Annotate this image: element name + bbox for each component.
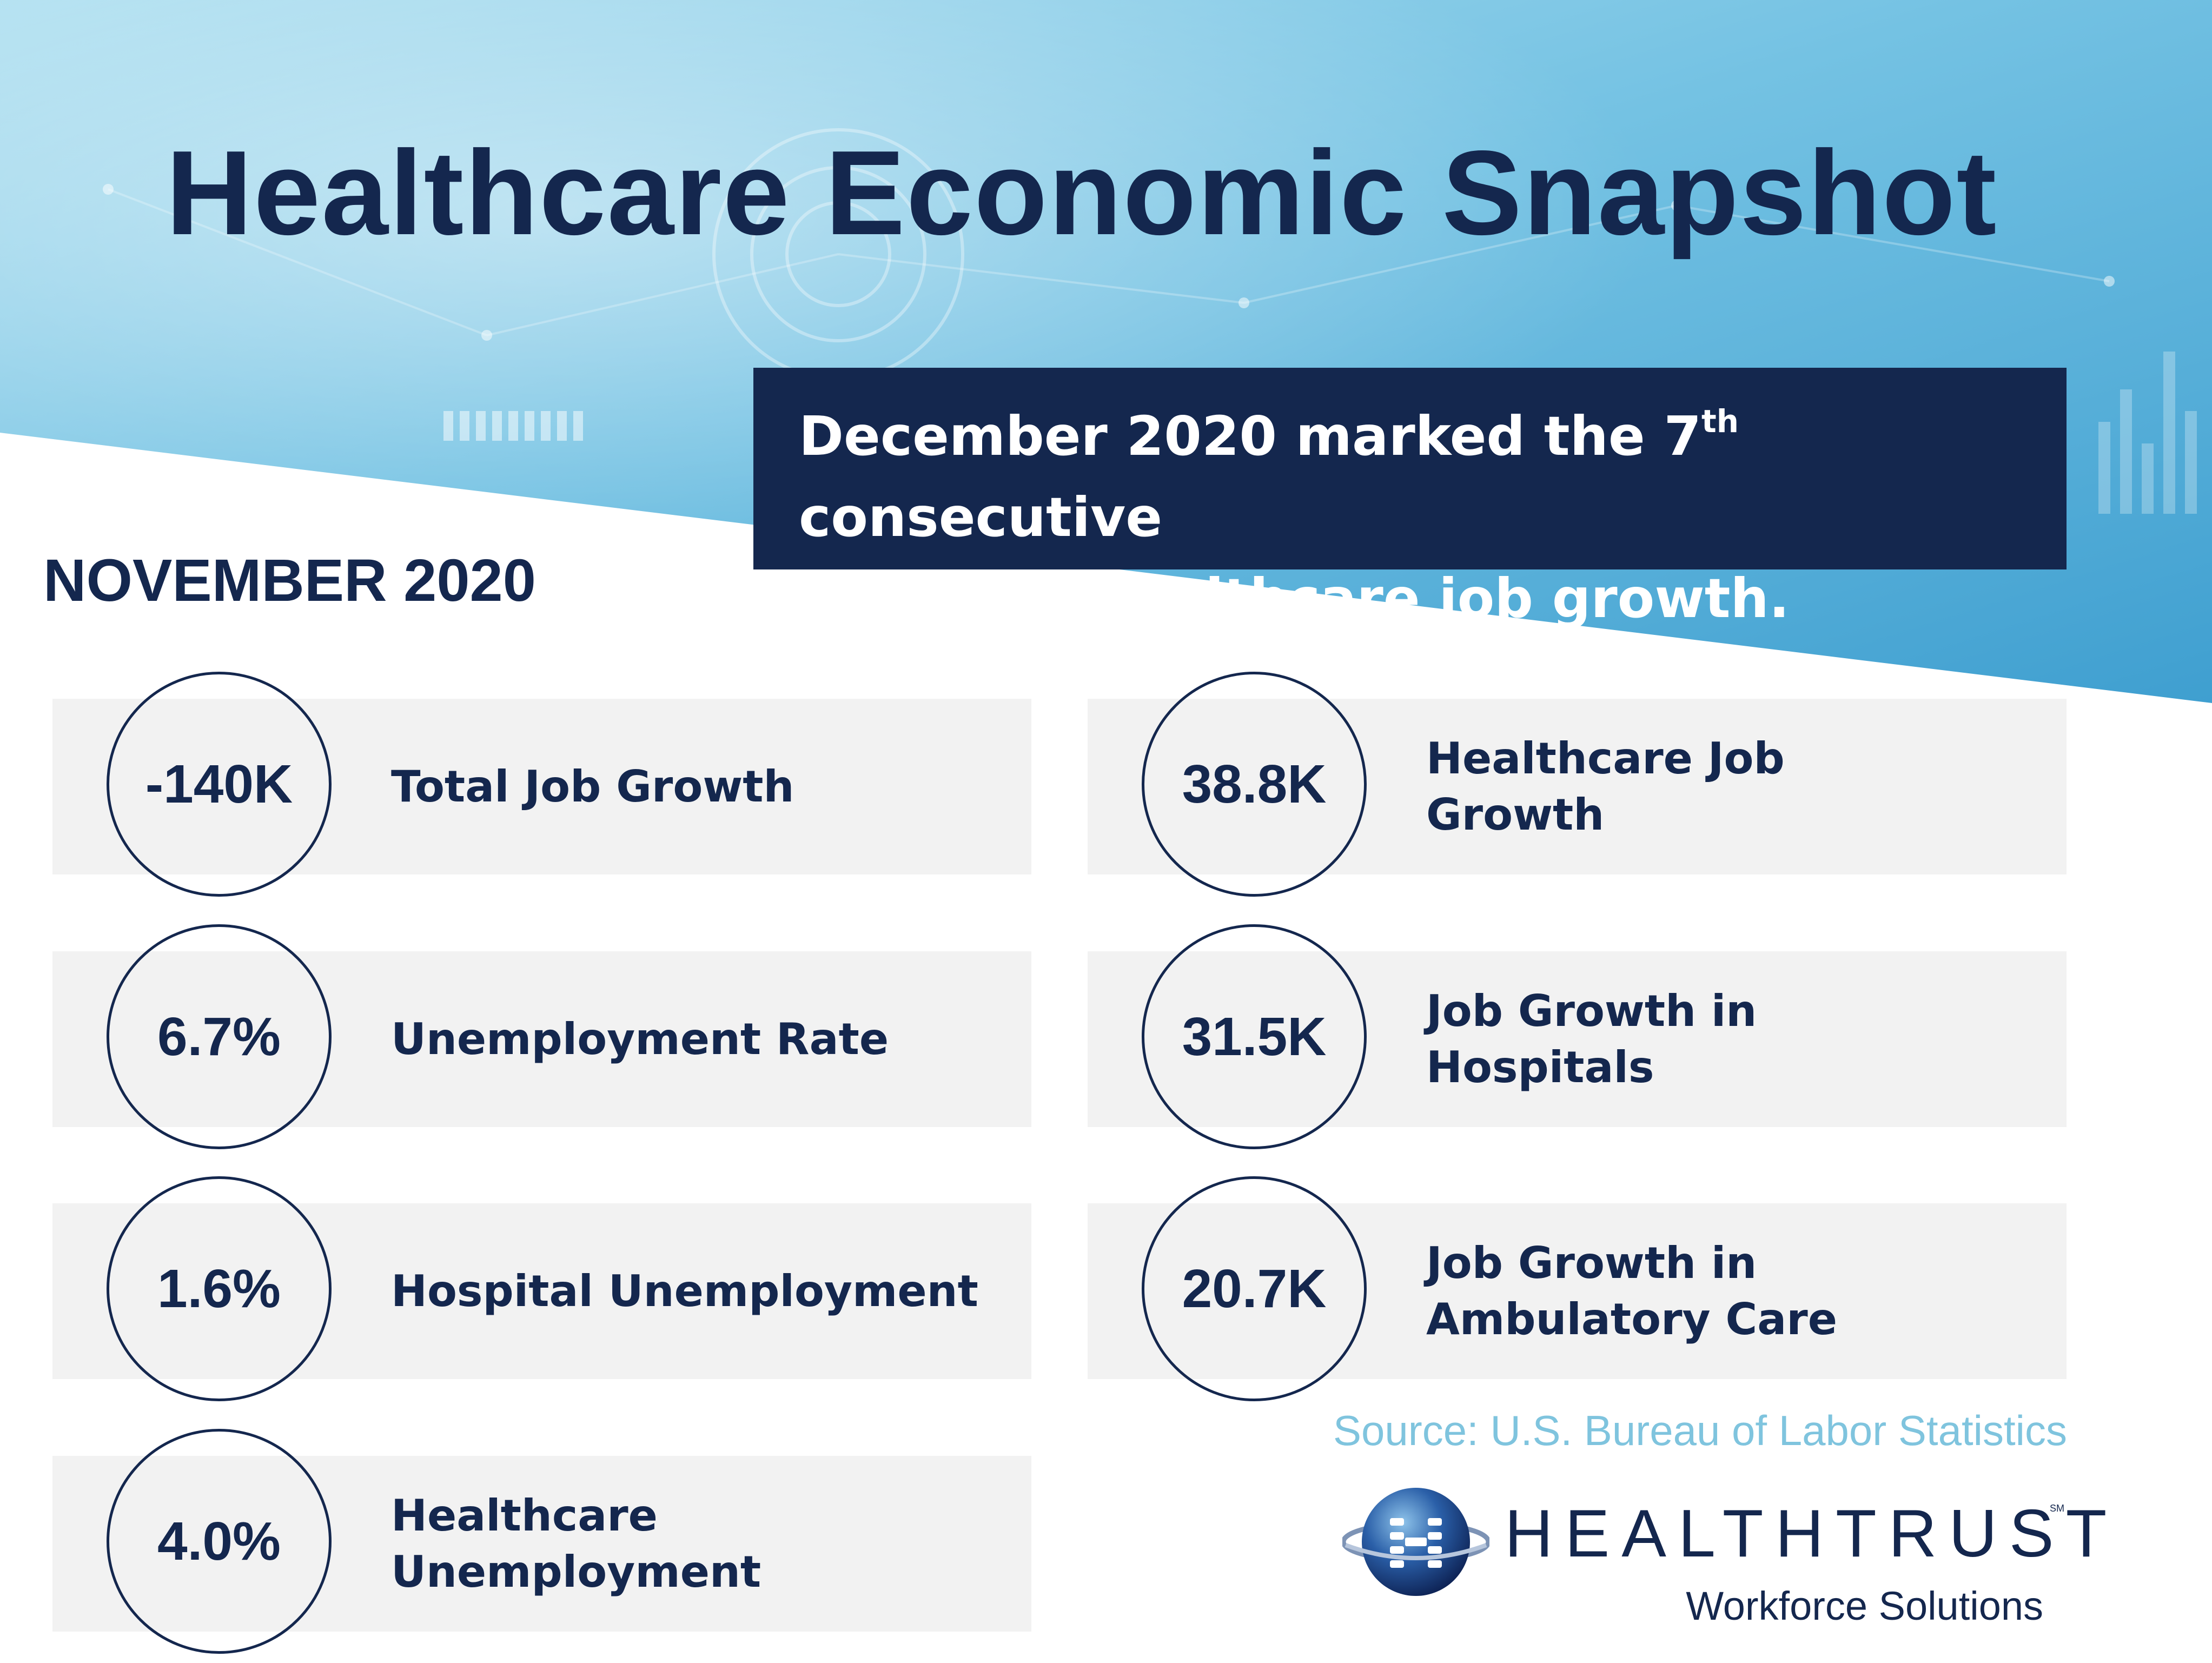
source-credit: Source: U.S. Bureau of Labor Statistics [1333, 1407, 2067, 1454]
stat-label: Job Growth in Ambulatory Care [1426, 1237, 1837, 1344]
stat-value: 1.6% [157, 1258, 281, 1319]
stat-card-healthcare-unemployment: 4.0% Healthcare Unemployment [52, 1429, 1031, 1654]
stat-label: Job Growth in Hospitals [1426, 985, 1757, 1092]
stat-card-healthcare-job-growth: 38.8K Healthcare Job Growth [1088, 672, 2067, 897]
healthtrust-globe-icon [1342, 1488, 1489, 1596]
callout-line-1: December 2020 marked the 7th consecutive [799, 396, 2067, 558]
brand-name: HEALTHTRUST [1505, 1496, 2119, 1571]
stat-value: 38.8K [1182, 753, 1327, 814]
stat-value: 4.0% [157, 1510, 281, 1572]
stat-card-total-job-growth: -140K Total Job Growth [52, 672, 1031, 897]
stat-circle: 31.5K [1142, 924, 1367, 1149]
stat-value: -140K [145, 753, 293, 814]
stat-circle: 1.6% [107, 1176, 332, 1401]
stat-label: Healthcare Unemployment [391, 1490, 761, 1597]
callout-banner: December 2020 marked the 7th consecutive… [753, 368, 2067, 630]
stat-label: Unemployment Rate [391, 1013, 889, 1064]
callout-line-2: month of healthcare job growth. [799, 567, 1790, 630]
healthtrust-logo: HEALTHTRUST SM Workforce Solutions [1342, 1468, 2107, 1641]
service-mark: SM [2050, 1503, 2064, 1514]
stat-value: 6.7% [157, 1006, 281, 1067]
page-title: Healthcare Economic Snapshot [165, 126, 1998, 260]
callout-line-1-end: consecutive [799, 486, 1163, 549]
stat-label: Total Job Growth [391, 761, 794, 812]
stat-value: 20.7K [1182, 1258, 1327, 1319]
brand-tagline: Workforce Solutions [1686, 1584, 2043, 1628]
stat-card-job-growth-ambulatory-care: 20.7K Job Growth in Ambulatory Care [1088, 1176, 2067, 1401]
stat-value: 31.5K [1182, 1006, 1327, 1067]
period-heading: NOVEMBER 2020 [43, 547, 536, 614]
hero-background [0, 0, 2212, 703]
stat-circle: 6.7% [107, 924, 332, 1149]
callout-line-1-start: December 2020 marked the 7 [799, 405, 1702, 468]
stat-card-unemployment-rate: 6.7% Unemployment Rate [52, 924, 1031, 1149]
stat-label: Healthcare Job Growth [1426, 733, 1785, 840]
stat-card-job-growth-hospitals: 31.5K Job Growth in Hospitals [1088, 924, 2067, 1149]
stat-circle: -140K [107, 672, 332, 897]
stat-circle: 4.0% [107, 1429, 332, 1654]
stat-circle: 20.7K [1142, 1176, 1367, 1401]
stat-circle: 38.8K [1142, 672, 1367, 897]
callout-ordinal-suffix: th [1701, 402, 1739, 440]
stat-card-hospital-unemployment: 1.6% Hospital Unemployment [52, 1176, 1031, 1401]
stat-label: Hospital Unemployment [391, 1266, 978, 1316]
